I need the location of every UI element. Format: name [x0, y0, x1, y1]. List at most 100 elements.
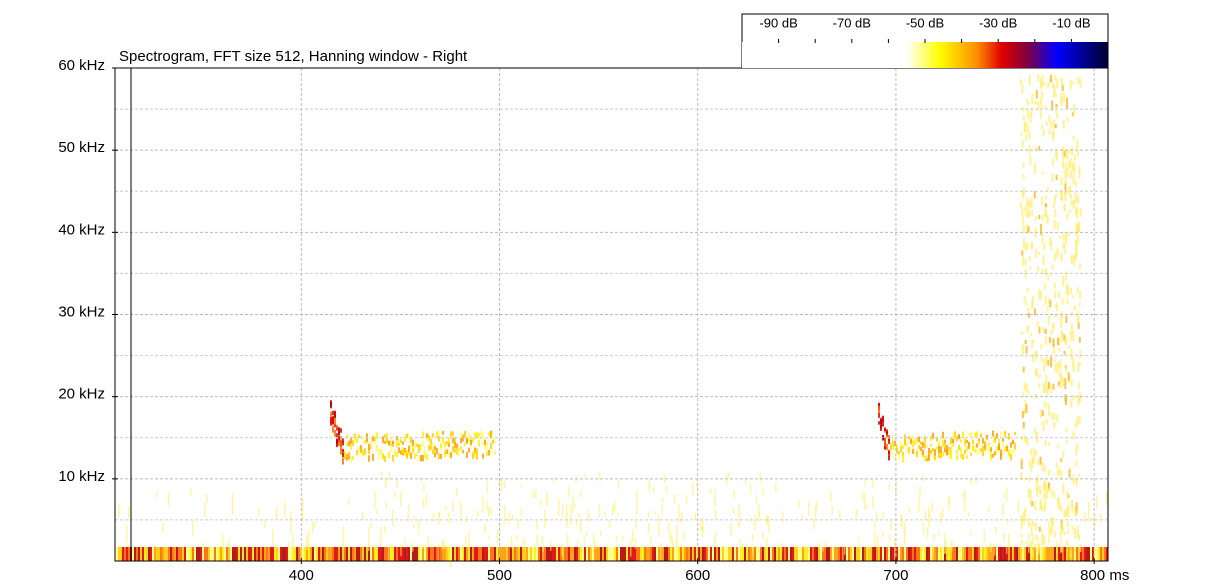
noise-floor: [512, 547, 514, 561]
burst: [1049, 528, 1052, 536]
noise: [1096, 494, 1098, 510]
burst: [1025, 209, 1028, 218]
chirp: [892, 444, 894, 450]
noise-floor: [700, 547, 702, 561]
burst: [1034, 368, 1037, 377]
burst: [1024, 438, 1027, 443]
burst: [1053, 282, 1056, 289]
burst: [1020, 459, 1023, 469]
noise: [128, 505, 130, 520]
chirp: [428, 434, 430, 442]
chirp: [418, 446, 420, 453]
noise: [862, 492, 864, 502]
burst: [1078, 302, 1081, 307]
speckle: [715, 531, 717, 538]
speckle: [714, 536, 716, 546]
chirp: [908, 436, 910, 440]
chirp: [464, 442, 466, 447]
burst: [1072, 431, 1075, 440]
noise-floor: [392, 547, 394, 561]
chirp: [462, 434, 464, 440]
noise-floor: [968, 547, 970, 561]
chirp: [340, 428, 342, 433]
noise-floor: [412, 547, 414, 561]
burst: [1048, 336, 1051, 344]
chirp: [952, 438, 954, 444]
burst: [1049, 272, 1052, 276]
noise-floor: [838, 547, 840, 561]
noise-floor: [1080, 547, 1082, 561]
speckle: [872, 495, 874, 509]
speckle: [617, 513, 619, 517]
burst: [1058, 502, 1061, 511]
burst: [1051, 264, 1054, 270]
noise-floor: [912, 547, 914, 561]
x-tick-label: 500: [487, 567, 512, 584]
burst: [1034, 534, 1037, 541]
burst: [1070, 348, 1073, 355]
speckle: [733, 490, 735, 499]
noise-floor: [374, 547, 376, 561]
chirp: [334, 418, 336, 425]
noise-floor: [426, 547, 428, 561]
chirp: [422, 454, 424, 462]
burst: [1062, 157, 1065, 169]
speckle: [577, 538, 579, 545]
noise: [558, 498, 560, 516]
noise-floor: [704, 547, 706, 561]
chirp: [384, 440, 386, 444]
burst: [1070, 255, 1073, 264]
burst: [1027, 226, 1030, 233]
speckle: [542, 544, 544, 553]
noise-floor: [1056, 547, 1058, 561]
noise-floor: [162, 547, 164, 561]
burst: [1078, 534, 1081, 541]
burst: [1028, 256, 1031, 261]
noise-floor: [784, 547, 786, 561]
chirp: [348, 452, 350, 456]
burst: [1026, 287, 1029, 293]
noise-floor: [260, 547, 262, 561]
chirp: [404, 447, 406, 453]
chirp: [946, 445, 948, 452]
chirp: [914, 439, 916, 445]
chirp: [902, 451, 904, 457]
speckle: [647, 522, 650, 535]
noise-floor: [698, 547, 700, 561]
noise-floor: [938, 547, 940, 561]
noise-floor: [936, 547, 938, 561]
chirp: [884, 443, 886, 450]
noise-floor: [1000, 547, 1002, 561]
chirp: [960, 439, 962, 443]
speckle: [1076, 510, 1079, 517]
noise-floor: [802, 547, 804, 561]
burst: [1046, 306, 1049, 312]
burst: [1039, 79, 1042, 90]
burst: [1047, 359, 1050, 366]
burst: [1050, 74, 1053, 83]
noise-floor: [608, 547, 610, 561]
speckle: [744, 477, 747, 485]
noise: [882, 532, 884, 538]
chirp: [944, 447, 946, 453]
chirp: [330, 417, 332, 424]
chirp: [408, 433, 410, 441]
noise-floor: [180, 547, 182, 561]
speckle: [604, 511, 606, 516]
chirp: [368, 443, 370, 451]
speckle: [839, 510, 841, 520]
noise-floor: [246, 547, 248, 561]
speckle: [404, 537, 406, 548]
noise-floor: [1040, 547, 1042, 561]
chirp: [898, 451, 900, 455]
chirp: [350, 444, 352, 450]
burst: [1067, 161, 1070, 168]
noise: [444, 543, 446, 549]
chirp: [1004, 446, 1006, 452]
noise-floor: [474, 547, 476, 561]
noise-floor: [824, 547, 826, 561]
chirp: [924, 436, 926, 443]
burst: [1023, 434, 1026, 441]
noise-floor: [568, 547, 570, 561]
noise-floor: [386, 547, 388, 561]
